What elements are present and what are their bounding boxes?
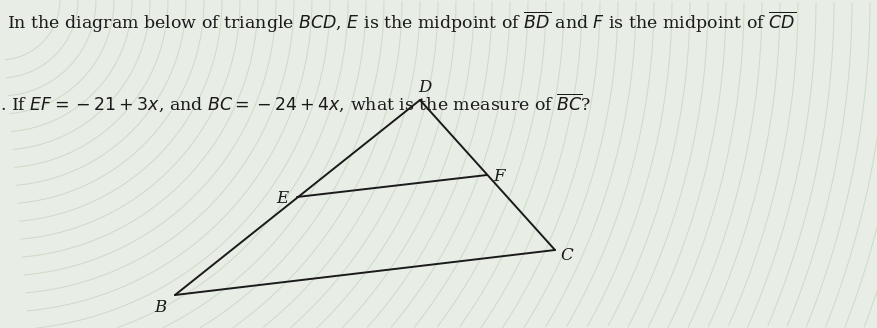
Text: D: D — [417, 79, 431, 96]
Text: . If $EF = -21 + 3x$, and $BC = -24 + 4x$, what is the measure of $\overline{BC}: . If $EF = -21 + 3x$, and $BC = -24 + 4x… — [0, 92, 590, 114]
Text: In the diagram below of triangle $BCD$, $E$ is the midpoint of $\overline{BD}$ a: In the diagram below of triangle $BCD$, … — [7, 10, 795, 35]
Text: F: F — [493, 169, 504, 186]
Text: E: E — [275, 191, 288, 208]
Text: B: B — [153, 298, 166, 316]
Text: C: C — [560, 247, 573, 263]
